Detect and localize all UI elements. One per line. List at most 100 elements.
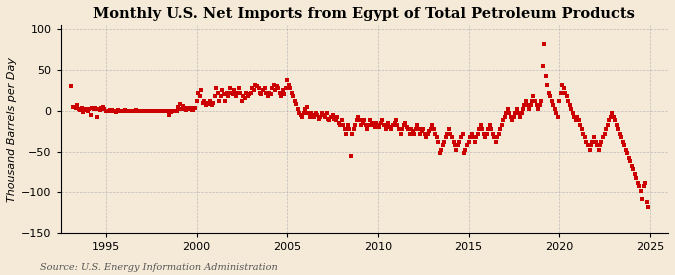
Point [489,135,500,139]
Point [389,121,400,125]
Point [362,126,373,131]
Point [387,123,398,128]
Point [619,143,630,147]
Point [634,184,645,188]
Point [105,108,116,112]
Point [512,107,522,111]
Point [259,86,270,90]
Point [294,111,304,115]
Point [365,118,376,123]
Point [224,86,235,90]
Point [543,90,554,95]
Point [241,90,252,95]
Point [268,82,279,87]
Point [574,118,585,123]
Point [435,151,446,155]
Point [424,129,435,133]
Point [478,131,489,136]
Point [234,86,244,90]
Point [639,184,649,188]
Point [608,115,619,119]
Point [223,94,234,98]
Point [423,131,433,136]
Point [324,118,335,123]
Point [146,108,157,113]
Point [140,108,151,113]
Point [188,108,199,112]
Point [296,112,306,117]
Point [513,111,524,115]
Point [563,99,574,103]
Point [514,115,525,119]
Point [171,108,182,113]
Point [185,106,196,111]
Point [155,108,165,113]
Point [632,180,643,185]
Point [113,108,124,112]
Point [466,131,477,136]
Point [348,126,359,131]
Point [78,110,88,114]
Point [498,118,509,123]
Point [174,102,185,106]
Point [88,107,99,111]
Point [308,112,319,117]
Point [247,86,258,90]
Point [510,111,520,115]
Point [613,126,624,131]
Point [630,172,641,177]
Point [304,115,315,119]
Point [281,78,292,82]
Point [536,99,547,103]
Point [548,103,559,107]
Point [605,115,616,119]
Point [643,205,654,209]
Point [409,131,420,136]
Point [356,123,367,128]
Point [460,148,471,152]
Point [290,99,300,103]
Point [397,126,408,131]
Point [70,106,81,111]
Point [149,108,160,113]
Point [192,90,203,95]
Point [170,108,181,113]
Point [230,94,241,98]
Point [464,135,475,139]
Point [336,118,347,123]
Point [232,90,243,95]
Point [90,106,101,111]
Point [601,126,612,131]
Point [537,64,548,68]
Point [641,200,652,204]
Point [458,151,469,155]
Point [114,108,125,113]
Point [595,143,605,147]
Point [374,125,385,129]
Point [504,111,515,115]
Point [453,143,464,147]
Point [178,104,188,108]
Point [182,106,193,111]
Point [368,123,379,128]
Point [492,135,503,139]
Point [321,111,332,115]
Point [546,99,557,103]
Point [340,126,350,131]
Point [236,99,247,103]
Point [487,131,498,136]
Point [250,82,261,87]
Point [99,107,110,111]
Point [635,189,646,193]
Point [575,123,586,128]
Point [264,90,275,95]
Point [419,131,430,136]
Point [107,108,117,112]
Point [138,108,149,113]
Point [147,108,158,113]
Point [244,92,255,97]
Point [566,107,577,111]
Point [115,108,126,113]
Point [596,139,607,144]
Point [128,108,138,113]
